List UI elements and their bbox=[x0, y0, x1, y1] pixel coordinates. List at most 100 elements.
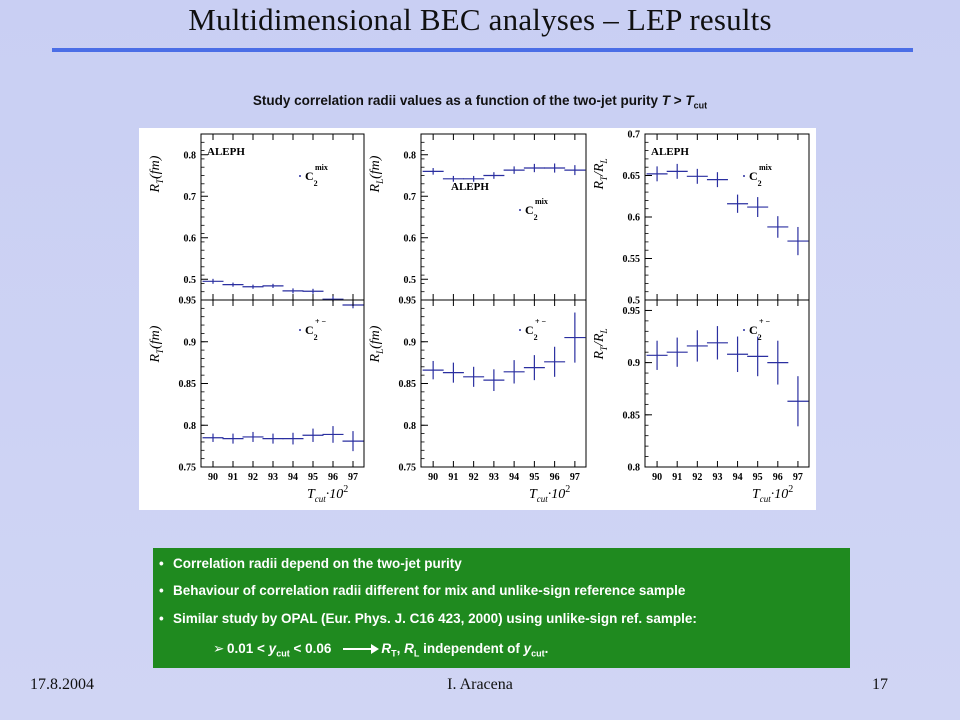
experiment-label: ALEPH bbox=[651, 146, 689, 158]
data-point bbox=[727, 194, 749, 213]
data-point bbox=[747, 197, 769, 217]
data-point bbox=[222, 433, 244, 444]
y-tick-label: 0.8 bbox=[184, 150, 197, 161]
footer-page-number: 17 bbox=[872, 676, 888, 693]
y-tick-label: 0.5 bbox=[404, 275, 417, 286]
data-point bbox=[302, 288, 324, 294]
range-end: < 0.06 bbox=[289, 641, 332, 656]
subtitle-prefix: Study correlation radii values as a func… bbox=[252, 93, 662, 108]
legend-reference-label: C2 bbox=[305, 169, 318, 188]
data-point bbox=[202, 278, 224, 284]
data-point bbox=[706, 172, 728, 188]
summary-sub-bullet: ➢ 0.01 < ycut < 0.06 RT, RL independent of… bbox=[213, 641, 548, 659]
figure-subtitle: Study correlation radii values as a func… bbox=[0, 93, 960, 111]
legend-marker bbox=[519, 329, 521, 331]
y-axis-title: RT(fm) bbox=[148, 155, 165, 193]
data-point bbox=[686, 168, 708, 184]
legend-reference-superscript: mix bbox=[535, 197, 548, 206]
x-tick-label: 92 bbox=[248, 472, 258, 483]
y-tick-label: 0.85 bbox=[179, 379, 197, 390]
y-tick-label: 0.9 bbox=[404, 337, 417, 348]
data-point bbox=[422, 360, 444, 380]
x-tick-label: 91 bbox=[672, 472, 682, 483]
experiment-label: ALEPH bbox=[451, 181, 489, 193]
data-point bbox=[706, 326, 728, 360]
y-tick-label: 0.9 bbox=[184, 337, 197, 348]
data-point bbox=[463, 175, 485, 182]
x-axis-title: Tcut·102 bbox=[752, 484, 793, 504]
y-tick-label: 0.95 bbox=[399, 296, 417, 307]
data-point bbox=[686, 330, 708, 362]
y-tick-label: 0.55 bbox=[623, 254, 641, 265]
x-tick-label: 95 bbox=[529, 472, 539, 483]
x-tick-label: 96 bbox=[773, 472, 783, 483]
data-point bbox=[523, 163, 545, 173]
y-axis-title: RT(fm) bbox=[148, 325, 165, 363]
data-point bbox=[767, 216, 789, 238]
ycut2-sub: cut bbox=[531, 648, 545, 659]
x-tick-label: 97 bbox=[348, 472, 358, 483]
rt-sub: T bbox=[391, 648, 397, 659]
bullet-dot: • bbox=[159, 611, 164, 626]
y-tick-label: 0.6 bbox=[628, 213, 641, 224]
x-tick-label: 96 bbox=[550, 472, 560, 483]
plot-frame bbox=[644, 133, 810, 301]
data-point bbox=[503, 360, 525, 384]
data-point bbox=[222, 282, 244, 287]
data-point bbox=[646, 340, 668, 370]
ycut-main: y bbox=[268, 641, 277, 656]
y-axis-title: RL(fm) bbox=[368, 325, 385, 363]
x-axis-title: Tcut·102 bbox=[529, 484, 570, 504]
legend-reference-superscript: mix bbox=[315, 163, 328, 172]
footer-date: 17.8.2004 bbox=[30, 676, 94, 693]
x-tick-label: 90 bbox=[428, 472, 438, 483]
x-tick-label: 91 bbox=[448, 472, 458, 483]
legend-marker bbox=[519, 209, 521, 211]
plot-frame bbox=[420, 133, 587, 301]
legend-reference-superscript: + − bbox=[315, 317, 327, 326]
legend-reference-superscript: + − bbox=[759, 317, 771, 326]
ycut2-main: y bbox=[523, 641, 532, 656]
data-point bbox=[463, 366, 485, 387]
implies-arrow-icon bbox=[343, 644, 380, 655]
x-tick-label: 97 bbox=[793, 472, 803, 483]
independent-text: independent of bbox=[419, 641, 524, 656]
subtitle-tcut-main: T bbox=[685, 93, 694, 108]
y-tick-label: 0.8 bbox=[184, 421, 197, 432]
x-tick-label: 90 bbox=[208, 472, 218, 483]
legend-marker bbox=[299, 175, 301, 177]
legend-reference-label: C2 bbox=[525, 203, 538, 222]
slide-title: Multidimensional BEC analyses – LEP resu… bbox=[188, 2, 772, 37]
x-tick-label: 95 bbox=[308, 472, 318, 483]
data-point bbox=[646, 166, 668, 182]
legend-marker bbox=[743, 175, 745, 177]
data-point bbox=[262, 283, 284, 288]
x-tick-label: 93 bbox=[268, 472, 278, 483]
data-point bbox=[302, 428, 324, 442]
x-tick-label: 94 bbox=[288, 472, 298, 483]
legend-reference-label: C2 bbox=[749, 169, 762, 188]
legend-reference-label: C2 bbox=[305, 323, 318, 342]
data-point bbox=[666, 337, 688, 367]
plot-frame bbox=[420, 299, 587, 468]
legend-reference-superscript: mix bbox=[759, 163, 772, 172]
y-tick-label: 0.95 bbox=[623, 306, 641, 317]
data-point bbox=[202, 433, 224, 442]
bullet-dot: • bbox=[159, 556, 164, 571]
y-tick-label: 0.75 bbox=[179, 463, 197, 474]
data-point bbox=[747, 336, 769, 377]
bullet-text: Behaviour of correlation radii different… bbox=[173, 583, 686, 598]
y-tick-label: 0.95 bbox=[179, 296, 197, 307]
data-point bbox=[544, 163, 566, 173]
y-tick-label: 0.6 bbox=[184, 233, 197, 244]
data-point bbox=[442, 362, 464, 383]
y-tick-label: 0.8 bbox=[404, 150, 417, 161]
x-tick-label: 93 bbox=[489, 472, 499, 483]
ycut-sub: cut bbox=[276, 648, 290, 659]
data-point bbox=[442, 175, 464, 182]
data-point bbox=[564, 165, 586, 176]
y-tick-label: 0.85 bbox=[399, 379, 417, 390]
bullet-dot: • bbox=[159, 583, 164, 598]
data-point bbox=[282, 288, 304, 294]
legend-marker bbox=[743, 329, 745, 331]
